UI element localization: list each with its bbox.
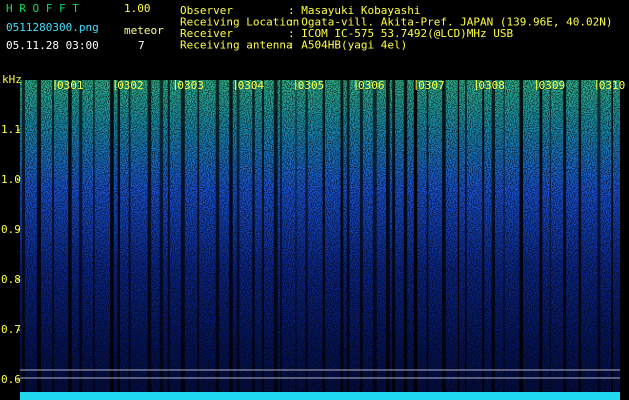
stripe	[261, 80, 264, 392]
app-version: 1.00	[124, 2, 151, 15]
stripe	[549, 80, 551, 392]
stripe	[305, 80, 308, 392]
info-label: Receiver	[180, 27, 233, 40]
time-label: 0307	[418, 79, 445, 92]
stripe	[491, 80, 495, 392]
time-label: 0305	[298, 79, 325, 92]
stripe	[563, 80, 567, 392]
info-value: : ICOM IC-575 53.7492(@LCD)MHz USB	[288, 27, 514, 40]
stripe	[36, 80, 41, 392]
meteor-label: meteor	[124, 24, 164, 37]
stripe	[236, 80, 240, 392]
time-label: 0303	[177, 79, 204, 92]
signal-level-bar	[20, 392, 620, 400]
stripe	[322, 80, 325, 392]
filename: 0511280300.png	[6, 21, 99, 34]
stripe	[110, 80, 114, 392]
stripe	[128, 80, 131, 392]
time-label: 0310	[599, 79, 626, 92]
time-label: 0302	[117, 79, 144, 92]
stripe	[597, 80, 601, 392]
stripe	[392, 80, 396, 392]
stripe	[465, 80, 467, 392]
stripe	[229, 80, 233, 392]
time-label: 0304	[238, 79, 265, 92]
stripe	[442, 80, 446, 392]
info-value: : A504HB(yagi 4el)	[288, 39, 407, 52]
stripe	[359, 80, 363, 392]
datetime: 05.11.28 03:00	[6, 39, 99, 52]
stripe	[482, 80, 485, 392]
y-axis-label: kHz	[2, 73, 22, 86]
stripe	[180, 80, 185, 392]
time-label: 0301	[57, 79, 84, 92]
stripe	[295, 80, 297, 392]
stripe	[426, 80, 429, 392]
stripe	[68, 80, 72, 392]
info-label: Observer	[180, 4, 233, 17]
spectrogram-noise	[20, 80, 620, 392]
stripe	[519, 80, 523, 392]
y-tick-label: 0.6	[1, 373, 21, 386]
time-label: 0306	[358, 79, 385, 92]
stripe	[78, 80, 83, 392]
stripe	[147, 80, 152, 392]
stripe	[52, 80, 54, 392]
stripe	[273, 80, 278, 392]
stripe	[372, 80, 377, 392]
stripe	[159, 80, 164, 392]
stripe	[413, 80, 418, 392]
meteor-count: 7	[138, 39, 145, 52]
stripe	[252, 80, 255, 392]
app-name: H R O F F T	[6, 2, 79, 15]
info-value: : Ogata-vill. Akita-Pref. JAPAN (139.96E…	[288, 16, 613, 29]
y-tick-label: 0.9	[1, 223, 21, 236]
stripe	[346, 80, 350, 392]
stripe	[578, 80, 582, 392]
stripe	[403, 80, 408, 392]
stripe	[539, 80, 543, 392]
y-tick-label: 0.8	[1, 273, 21, 286]
time-label: 0308	[478, 79, 505, 92]
y-tick-label: 1.1	[1, 123, 21, 136]
info-label: Receiving antenna	[180, 39, 293, 52]
stripe	[611, 80, 613, 392]
y-tick-label: 0.7	[1, 323, 21, 336]
info-value: : Masayuki Kobayashi	[288, 4, 420, 17]
stripes	[22, 80, 613, 392]
stripe	[280, 80, 282, 392]
info-label: Receiving Location	[180, 16, 299, 29]
stripe	[197, 80, 200, 392]
time-label: 0309	[539, 79, 566, 92]
stripe	[457, 80, 460, 392]
stripe	[22, 80, 25, 392]
stripe	[117, 80, 120, 392]
stripe	[215, 80, 220, 392]
stripe	[503, 80, 505, 392]
stripe	[93, 80, 95, 392]
stripe	[167, 80, 170, 392]
stripe	[340, 80, 344, 392]
stripe	[386, 80, 390, 392]
y-tick-label: 1.0	[1, 173, 21, 186]
